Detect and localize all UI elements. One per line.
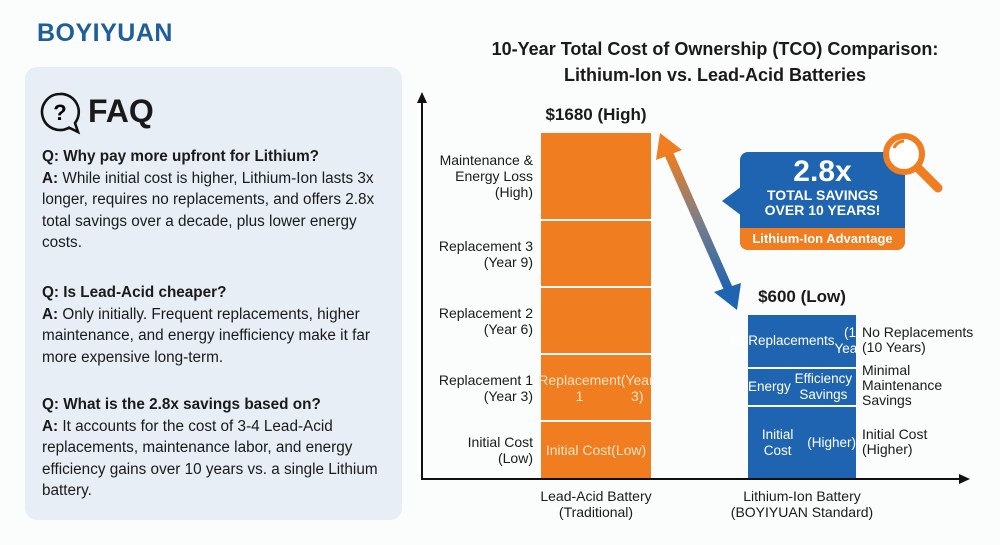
faq-title: FAQ: [88, 93, 154, 129]
side-label-line: Replacement 2: [438, 304, 533, 321]
savings-multiplier: 2.8x: [793, 155, 852, 188]
faq-answer-prefix: A:: [42, 169, 59, 187]
faq-question: Q: What is the 2.8x savings based on?: [42, 396, 321, 413]
segment-label: Replacements: [748, 333, 835, 348]
side-label-line: Savings: [862, 392, 912, 408]
chart-subtitle: Lithium-Ion vs. Lead-Acid Batteries: [563, 65, 867, 85]
segment-side-label: Initial Cost (Low): [468, 434, 533, 466]
brand-logo: BOYIYUAN: [37, 19, 173, 47]
savings-line-2: OVER 10 YEARS!: [764, 202, 881, 218]
side-label-line: (High): [494, 184, 533, 200]
x-tick-label: Lithium-Ion Battery (BOYIYUAN Standard): [702, 488, 902, 520]
segment-side-label: Replacement 1 (Year 3): [439, 372, 533, 404]
y-axis-arrow: [417, 92, 427, 103]
chart-title: 10-Year Total Cost of Ownership (TCO) Co…: [420, 36, 1000, 88]
segment-label: Energy: [748, 379, 791, 394]
comparison-arrow: [656, 133, 741, 310]
bar-segment: Replacement 1 (Year 3): [538, 355, 654, 420]
side-label-line: (Year 9): [483, 253, 533, 270]
svg-text:?: ?: [53, 100, 66, 125]
faq-question: Q: Why pay more upfront for Lithium?: [42, 148, 320, 165]
bar-total-label: $600 (Low): [758, 287, 846, 306]
segment-label: (Higher): [807, 434, 856, 450]
segment-side-label: Initial Cost (Higher): [862, 425, 928, 457]
faq-item: Q: Is Lead-Acid cheaper? A: Only initial…: [42, 282, 397, 368]
segment-label: (Low): [611, 442, 647, 458]
savings-line-1: TOTAL SAVINGS: [767, 187, 878, 203]
faq-panel: [25, 67, 402, 520]
side-label-line: (Higher): [862, 440, 913, 457]
side-label-line: (Low): [497, 450, 533, 466]
faq-answer-prefix: A:: [42, 305, 59, 323]
faq-answer: It accounts for the cost of 3-4 Lead-Aci…: [42, 417, 378, 500]
side-label-line: Initial Cost: [862, 425, 928, 442]
bar-total-label: $1680 (High): [545, 105, 647, 124]
x-tick-label-line: Lithium-Ion Battery: [743, 488, 861, 504]
side-label-line: (Year 3): [483, 387, 533, 404]
faq-answer: Only initially. Frequent replacements, h…: [42, 305, 370, 366]
segment-side-label: Maintenance & Energy Loss (High): [440, 152, 533, 200]
question-bubble-icon: ?: [40, 92, 81, 135]
bar-segment: Energy Efficiency Savings: [748, 369, 856, 405]
segment-label: (Year 3): [620, 371, 654, 404]
side-label-line: Maintenance &: [439, 152, 533, 168]
faq-item: Q: What is the 2.8x savings based on? A:…: [42, 394, 397, 502]
x-tick-label-line: (Traditional): [558, 504, 634, 520]
faq-question: Q: Is Lead-Acid cheaper?: [42, 284, 227, 301]
segment-side-label: Replacement 3 (Year 9): [439, 238, 533, 270]
side-label-line: Minimal: [862, 362, 911, 378]
bar-segment: [541, 288, 651, 353]
bar-segment: Initial Cost (Low): [541, 422, 651, 478]
segment-label: Initial Cost: [545, 442, 612, 458]
advantage-label: Lithium-Ion Advantage: [740, 228, 905, 250]
bar-segment: [541, 133, 651, 219]
segment-side-label: Minimal Maintenance Savings: [862, 363, 942, 408]
segment-label: Efficiency Savings: [794, 371, 853, 402]
callout-pointer: [722, 186, 742, 216]
bar-segment: No Replacements (10 Years): [731, 315, 873, 367]
x-tick-label-line: (BOYIYUAN Standard): [730, 504, 874, 520]
bar-segment: Initial Cost (Higher): [748, 407, 856, 478]
chart-title-line: 10-Year Total Cost of Ownership (TCO) Co…: [491, 39, 939, 59]
side-label-line: (Year 6): [483, 320, 533, 337]
segment-label: Replacement 1: [538, 371, 621, 404]
segment-side-label: No Replacements (10 Years): [862, 325, 973, 355]
x-tick-label: Lead-Acid Battery (Traditional): [496, 488, 696, 520]
faq-item: Q: Why pay more upfront for Lithium? A: …: [42, 146, 397, 254]
side-label-line: No Replacements: [862, 324, 974, 340]
savings-callout: 2.8x TOTAL SAVINGS OVER 10 YEARS! Lithiu…: [740, 152, 905, 250]
segment-label: (10 Years): [834, 325, 874, 356]
side-label-line: Replacement 3: [438, 237, 533, 254]
side-label-line: Initial Cost: [467, 434, 533, 450]
faq-answer: While initial cost is higher, Lithium-Io…: [42, 169, 375, 252]
side-label-line: Energy Loss: [455, 168, 533, 184]
bar-segment: [541, 221, 651, 286]
magnifier-icon: [883, 133, 943, 193]
segment-side-label: Replacement 2 (Year 6): [439, 305, 533, 337]
side-label-line: Replacement 1: [438, 371, 533, 388]
segment-label: Initial Cost: [761, 426, 794, 458]
side-label-line: (10 Years): [862, 339, 926, 355]
side-label-line: Maintenance: [862, 377, 943, 393]
x-tick-label-line: Lead-Acid Battery: [540, 488, 652, 504]
x-axis-arrow: [959, 474, 970, 484]
faq-answer-prefix: A:: [42, 417, 59, 435]
segment-label: No: [730, 333, 749, 348]
